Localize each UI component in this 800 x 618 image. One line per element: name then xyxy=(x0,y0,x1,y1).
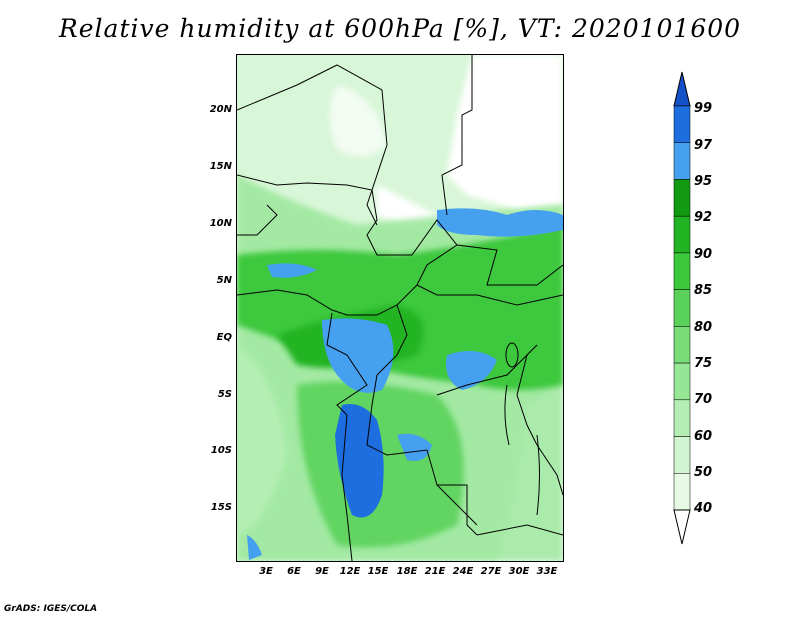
saturated-patch-northeast xyxy=(437,208,563,237)
lon-tick-label: 15E xyxy=(367,566,389,577)
colorbar-segment xyxy=(673,179,691,217)
chart-title: Relative humidity at 600hPa [%], VT: 202… xyxy=(58,14,742,43)
colorbar-label: 50 xyxy=(694,465,713,480)
colorbar-label: 60 xyxy=(694,429,713,444)
grads-credit: GrADS: IGES/COLA xyxy=(4,604,98,614)
colorbar-label: 97 xyxy=(694,138,713,153)
lat-tick-label: 15N xyxy=(209,161,232,172)
saturated-patch-small-1 xyxy=(397,433,432,461)
colorbar-segment xyxy=(673,473,691,511)
lat-tick-label: EQ xyxy=(216,332,232,343)
lon-tick-label: 6E xyxy=(287,566,301,577)
colorbar-label: 40 xyxy=(694,501,713,516)
lon-tick-label: 18E xyxy=(396,566,418,577)
dry-region-sahel xyxy=(377,185,447,224)
lon-tick-label: 9E xyxy=(315,566,329,577)
colorbar-segment xyxy=(673,326,691,364)
lake-malawi xyxy=(536,434,540,516)
lon-tick-label: 33E xyxy=(536,566,558,577)
lat-tick-label: 5N xyxy=(216,275,232,286)
dry-region-sahara xyxy=(329,85,387,157)
colorbar-segment xyxy=(673,105,691,143)
humidity-map xyxy=(237,55,563,561)
colorbar-label: 99 xyxy=(694,101,713,116)
lat-tick-label: 5S xyxy=(217,389,232,400)
colorbar-segment xyxy=(673,142,691,180)
map-panel xyxy=(236,54,564,562)
saturated-patch-congo xyxy=(322,318,394,393)
lat-tick-label: 20N xyxy=(209,104,232,115)
colorbar-segment xyxy=(673,289,691,327)
colorbar-segment xyxy=(673,436,691,474)
colorbar-label: 90 xyxy=(694,247,713,262)
colorbar-top-arrow xyxy=(673,71,691,107)
lon-tick-label: 3E xyxy=(259,566,273,577)
lat-tick-label: 15S xyxy=(210,502,232,513)
lon-tick-label: 27E xyxy=(480,566,502,577)
colorbar-label: 85 xyxy=(694,283,713,298)
lat-tick-label: 10N xyxy=(209,218,232,229)
lake-tanganyika xyxy=(504,384,510,446)
colorbar-segment xyxy=(673,362,691,401)
saturated-patch-angola xyxy=(335,404,384,518)
saturated-patch-west xyxy=(267,263,317,278)
colorbar-segment xyxy=(673,252,691,290)
colorbar-label: 92 xyxy=(694,210,713,225)
lon-tick-label: 30E xyxy=(508,566,530,577)
lon-tick-label: 12E xyxy=(339,566,361,577)
colorbar-segment xyxy=(673,215,691,254)
colorbar-segments xyxy=(673,71,691,545)
colorbar xyxy=(673,71,691,545)
colorbar-segment xyxy=(673,399,691,437)
dry-region-northeast xyxy=(447,55,563,210)
lat-tick-label: 10S xyxy=(210,445,232,456)
saturated-patch-southwest xyxy=(247,535,262,560)
colorbar-label: 70 xyxy=(694,392,713,407)
lon-tick-label: 21E xyxy=(424,566,446,577)
colorbar-label: 80 xyxy=(694,320,713,335)
lon-tick-label: 24E xyxy=(452,566,474,577)
lake-victoria xyxy=(505,342,519,368)
western-moderate-region xyxy=(237,345,287,535)
saturated-patch-east xyxy=(446,351,497,390)
colorbar-bottom-arrow xyxy=(673,509,691,545)
country-borders xyxy=(237,55,563,561)
colorbar-label: 75 xyxy=(694,356,713,371)
colorbar-label: 95 xyxy=(694,174,713,189)
